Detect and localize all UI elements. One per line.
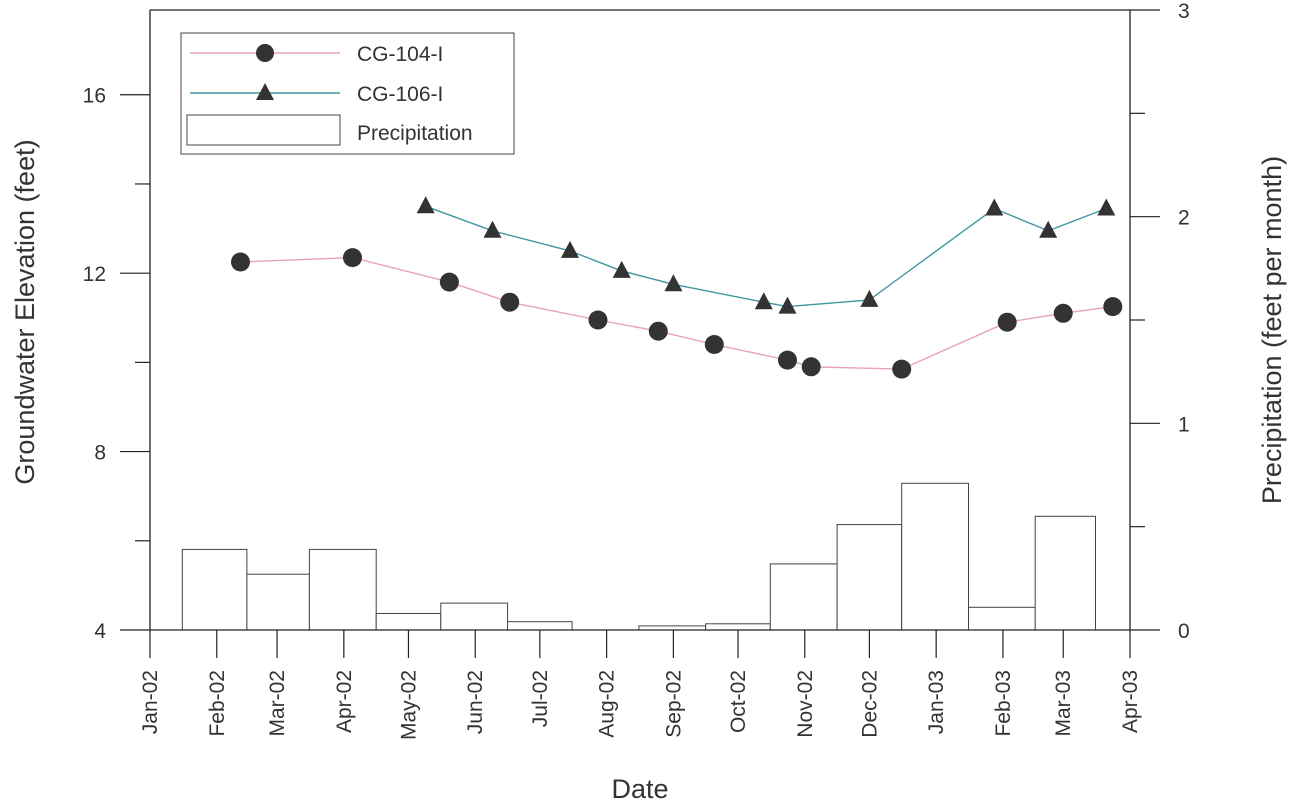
series-line-cg-104-i	[240, 256, 1113, 370]
precipitation-bar	[308, 548, 377, 631]
precipitation-bar	[181, 548, 248, 631]
series-markers	[231, 196, 1123, 379]
x-tick-label: Feb-03	[992, 670, 1015, 737]
precipitation-bar	[1034, 515, 1096, 631]
precipitation-bar	[507, 621, 573, 631]
y2-axis-title: Precipitation (feet per month)	[1257, 156, 1287, 504]
precipitation-bar	[705, 623, 771, 631]
precipitation-bar	[901, 482, 970, 631]
data-point-cg-104-i	[500, 292, 520, 312]
data-point-cg-104-i	[778, 350, 797, 370]
axis-labels: Date Groundwater Elevation (feet) Precip…	[10, 139, 1287, 804]
data-point-cg-106-i	[1097, 198, 1116, 216]
legend-triangle-icon	[256, 83, 274, 100]
data-point-cg-104-i	[997, 312, 1017, 332]
data-point-cg-104-i	[801, 357, 821, 377]
data-point-cg-104-i	[343, 248, 362, 268]
x-tick-label: Mar-03	[1052, 670, 1075, 737]
precipitation-bar	[836, 524, 903, 631]
data-point-cg-106-i	[1039, 220, 1058, 238]
y2-tick-label: 0	[1178, 620, 1190, 643]
y-tick-label: 8	[94, 442, 106, 465]
x-tick-label: Mar-02	[266, 670, 289, 737]
x-tick-label: May-02	[398, 670, 421, 740]
y-axis-title: Groundwater Elevation (feet)	[10, 139, 40, 484]
data-point-cg-106-i	[612, 260, 631, 278]
precipitation-bar	[375, 613, 442, 631]
x-axis-title: Date	[611, 774, 668, 804]
x-tick-label: Aug-02	[596, 670, 619, 738]
data-point-cg-106-i	[483, 220, 502, 238]
series-line-cg-106-i	[425, 205, 1107, 308]
x-tick-label: Sep-02	[662, 670, 685, 738]
data-point-cg-106-i	[860, 289, 879, 307]
data-point-cg-106-i	[416, 196, 435, 214]
x-tick-label: Jul-02	[529, 670, 552, 727]
data-point-cg-106-i	[664, 274, 683, 292]
legend-bar-icon	[186, 114, 341, 146]
legend-item-precipitation: Precipitation	[186, 114, 473, 146]
data-point-cg-106-i	[778, 296, 797, 314]
legend-item-cg-106-i: CG-106-I	[190, 83, 443, 106]
precipitation-bars	[181, 482, 1096, 631]
y2-tick-label: 2	[1178, 207, 1190, 230]
data-point-cg-104-i	[892, 359, 912, 379]
precipitation-bar	[769, 563, 838, 631]
y-tick-label: 16	[83, 85, 106, 108]
legend-circle-icon	[256, 44, 274, 62]
data-point-cg-104-i	[231, 252, 250, 272]
x-tick-label: Dec-02	[858, 670, 881, 738]
legend-label-precipitation: Precipitation	[357, 122, 473, 145]
data-point-cg-104-i	[1103, 297, 1123, 317]
precipitation-bar	[246, 573, 310, 631]
y2-tick-label: 1	[1178, 413, 1190, 436]
data-point-cg-104-i	[1053, 303, 1073, 323]
legend: CG-104-I CG-106-I Precipitation	[180, 32, 515, 155]
data-point-cg-106-i	[985, 198, 1004, 216]
precipitation-bar	[968, 606, 1036, 631]
data-point-cg-104-i	[648, 321, 668, 341]
y-tick-label: 4	[94, 620, 106, 643]
legend-label-cg-106-i: CG-106-I	[357, 83, 443, 106]
legend-item-cg-104-i: CG-104-I	[190, 43, 443, 66]
x-tick-label: Jun-02	[464, 670, 487, 734]
precipitation-bar	[440, 602, 509, 631]
x-tick-label: Feb-02	[206, 670, 229, 737]
x-tick-label: Jan-03	[925, 670, 948, 734]
data-point-cg-104-i	[588, 310, 608, 330]
x-tick-label: Apr-03	[1119, 670, 1142, 733]
x-tick-label: Apr-02	[333, 670, 356, 733]
y2-tick-label: 3	[1178, 0, 1190, 23]
legend-label-cg-104-i: CG-104-I	[357, 43, 443, 66]
data-point-cg-106-i	[561, 240, 579, 258]
data-point-cg-104-i	[704, 335, 724, 354]
x-tick-label: Nov-02	[794, 670, 817, 738]
data-point-cg-104-i	[439, 272, 459, 292]
y-tick-label: 12	[83, 263, 106, 286]
x-tick-label: Jan-02	[139, 670, 162, 734]
x-tick-label: Oct-02	[727, 670, 750, 733]
data-point-cg-106-i	[754, 292, 773, 310]
